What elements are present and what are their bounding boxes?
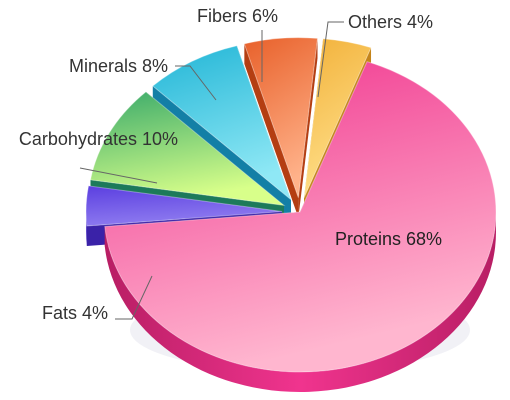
slice-proteins — [104, 61, 497, 392]
slice-rim-fats — [86, 211, 87, 246]
label-carbohydrates: Carbohydrates 10% — [19, 129, 178, 149]
slice-side-fibers-1 — [298, 38, 318, 218]
slice-fibers — [243, 37, 319, 218]
label-minerals: Minerals 8% — [69, 56, 168, 76]
label-leader-lines — [79, 21, 344, 320]
slice-top-minerals — [151, 45, 292, 202]
label-others: Others 4% — [348, 12, 433, 32]
label-fibers: Fibers 6% — [197, 6, 278, 26]
leader-line-carbohydrates — [79, 167, 158, 184]
label-fats: Fats 4% — [42, 303, 108, 323]
slice-top-fats — [85, 185, 283, 227]
label-proteins: Proteins 68% — [335, 229, 442, 249]
pie-slices — [85, 37, 497, 392]
slice-side-fibers-0 — [244, 43, 299, 218]
slice-top-proteins — [104, 61, 497, 373]
slice-top-carbohydrates — [89, 91, 286, 207]
leader-line-others — [317, 21, 344, 98]
leader-line-fats — [115, 275, 153, 320]
slice-labels: Proteins 68% Fats 4% Carbohydrates 10% Mine… — [19, 6, 442, 323]
slice-top-fibers — [243, 37, 319, 198]
leader-line-minerals — [175, 65, 217, 101]
